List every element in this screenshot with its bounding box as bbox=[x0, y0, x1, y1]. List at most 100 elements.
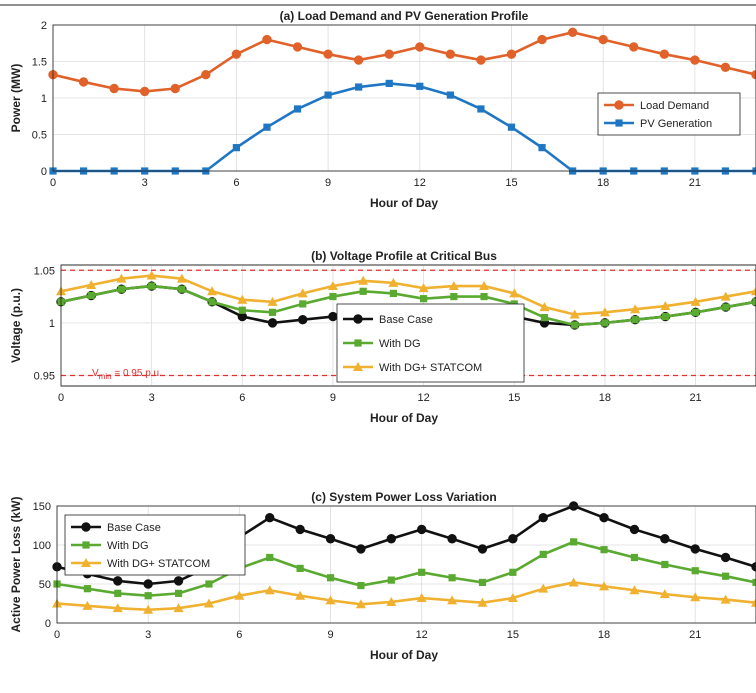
panel-a-data-point bbox=[324, 91, 332, 99]
panel-a-legend-label: PV Generation bbox=[640, 118, 712, 130]
panel-a-data-point bbox=[477, 105, 485, 113]
panel-c-data-point bbox=[386, 534, 397, 544]
panel-a-data-point bbox=[537, 34, 547, 45]
panel-c-data-point bbox=[599, 513, 609, 523]
panel-b-data-point bbox=[176, 273, 187, 283]
panel-a-data-point bbox=[384, 49, 394, 59]
panel-a-data-point bbox=[629, 42, 639, 52]
panel-b-frame bbox=[60, 264, 756, 387]
panel-b-legend: Base Case With DG With DG+ STATCOM bbox=[336, 303, 525, 383]
panel-c-data-point bbox=[751, 597, 756, 607]
panel-c-data-point bbox=[143, 579, 153, 589]
panel-b-data-point bbox=[630, 304, 641, 314]
panel-a-y-axis-label: Power (MW) bbox=[9, 64, 23, 133]
panel-b-legend-swatch-marker bbox=[353, 314, 363, 324]
panel-c-data-point bbox=[509, 568, 517, 576]
panel-b-data-point bbox=[539, 302, 550, 312]
panel-c-data-point bbox=[630, 553, 639, 562]
panel-c-data-point bbox=[660, 534, 670, 544]
panel-b-x-tick-label: 12 bbox=[417, 392, 429, 404]
panel-a-data-point bbox=[506, 49, 517, 59]
panel-b-data-point bbox=[148, 282, 156, 290]
annotation-rest: = 0.95 p.u. bbox=[112, 368, 162, 379]
panel-c-series-3 bbox=[52, 577, 756, 614]
panel-c-data-point bbox=[691, 567, 699, 575]
panel-b-data-point bbox=[389, 289, 397, 298]
panel-c-series-line bbox=[56, 504, 756, 586]
panel-c-data-point bbox=[234, 590, 245, 600]
panel-c-data-point bbox=[416, 524, 427, 535]
panel-c-legend-label: With DG bbox=[107, 540, 149, 552]
panel-c-data-point bbox=[508, 534, 518, 544]
panel-b-data-point bbox=[722, 303, 730, 311]
panel-a-legend-swatch-marker bbox=[615, 119, 623, 127]
panel-b-x-tick-label: 21 bbox=[689, 392, 701, 404]
panel-a-y-tick-label: 0.5 bbox=[32, 130, 47, 142]
panel-a-data-point bbox=[139, 86, 150, 97]
panel-a-data-point bbox=[170, 83, 180, 94]
panel-a-legend-swatch-marker bbox=[614, 100, 624, 110]
panel-a-data-point bbox=[323, 49, 333, 59]
panel-a-data-point bbox=[476, 55, 486, 65]
panel-c-x-tick-label: 6 bbox=[236, 629, 242, 641]
panel-b-series-line bbox=[60, 284, 756, 327]
panel-a-data-point bbox=[293, 105, 302, 113]
panel-c: 0 3 6 9 12 15 18 21 0 50 100 150 (c) System Power Lo… bbox=[9, 490, 756, 662]
panel-c-data-point bbox=[173, 576, 184, 586]
panel-a-data-point bbox=[415, 42, 425, 52]
panel-b-legend-swatch-marker bbox=[353, 362, 363, 371]
panel-a-data-point bbox=[201, 69, 211, 80]
annotation-main: V bbox=[92, 368, 99, 379]
panel-c-data-point bbox=[568, 577, 579, 587]
panel-c-data-point bbox=[205, 580, 213, 588]
panel-b-x-tick-label: 9 bbox=[330, 392, 336, 404]
panel-c-x-tick-label: 18 bbox=[598, 629, 610, 641]
panel-b-data-point bbox=[720, 291, 731, 301]
panel-b-data-point bbox=[146, 270, 157, 280]
panel-a-data-point bbox=[720, 62, 731, 73]
panel-b-data-point bbox=[418, 283, 429, 293]
panel-c-data-point bbox=[114, 589, 122, 597]
panel-b-series-line bbox=[60, 274, 756, 316]
panel-c-data-point bbox=[538, 513, 548, 523]
panel-b: 0 3 6 9 12 15 18 21 0.95 1 1.05 Vmin = 0.95 p.u. (b)… bbox=[9, 249, 756, 425]
panel-c-data-point bbox=[659, 589, 670, 599]
panel-c-data-point bbox=[143, 604, 154, 614]
panel-b-data-point bbox=[297, 288, 308, 298]
panel-c-data-point bbox=[357, 581, 365, 590]
panel-c-data-point bbox=[144, 592, 152, 600]
panel-b-data-point bbox=[178, 285, 186, 293]
panel-a-data-point bbox=[446, 91, 454, 99]
panel-b-data-point bbox=[329, 292, 337, 301]
panel-c-data-point bbox=[720, 594, 731, 604]
panel-b-data-point bbox=[450, 292, 458, 301]
panel-c-data-point bbox=[478, 578, 487, 587]
panel-c-data-point bbox=[447, 595, 458, 605]
panel-a-x-axis-label: Hour of Day bbox=[370, 196, 438, 210]
panel-a-data-point bbox=[232, 144, 240, 152]
panel-b-x-tick-label: 15 bbox=[508, 392, 520, 404]
panel-c-x-tick-label: 3 bbox=[145, 629, 151, 641]
panel-c-data-point bbox=[296, 564, 304, 572]
panel-b-data-point bbox=[690, 296, 701, 306]
panel-b-data-point bbox=[359, 287, 367, 295]
panel-c-data-point bbox=[751, 562, 756, 572]
annotation-sub: min bbox=[99, 372, 112, 381]
panel-c-data-point bbox=[325, 534, 336, 544]
panel-a-x-tick-label: 6 bbox=[233, 177, 239, 189]
panel-c-data-point bbox=[448, 574, 456, 582]
panel-c-data-point bbox=[661, 560, 669, 569]
panel-c-data-point bbox=[752, 578, 756, 587]
panel-b-data-point bbox=[660, 301, 671, 311]
panel-b-data-point bbox=[509, 288, 520, 298]
panel-b-vmin-annotation: Vmin = 0.95 p.u. bbox=[92, 368, 162, 381]
panel-b-x-tick-label: 6 bbox=[239, 392, 245, 404]
panel-a-data-point bbox=[538, 144, 546, 152]
panel-a-y-tick-label: 2 bbox=[41, 20, 47, 32]
panel-a-title: (a) Load Demand and PV Generation Profil… bbox=[280, 9, 529, 23]
panel-b-legend-label: With DG+ STATCOM bbox=[379, 362, 482, 374]
panel-c-data-point bbox=[600, 546, 608, 554]
panel-a-y-tick-label: 0 bbox=[41, 166, 47, 178]
panel-c-data-point bbox=[265, 513, 275, 523]
